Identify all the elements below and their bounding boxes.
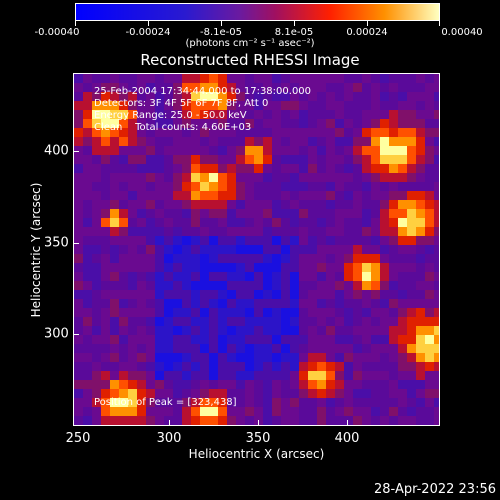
x-axis-label: Heliocentric X (arcsec) bbox=[188, 447, 325, 461]
x-tick-mark bbox=[258, 420, 259, 426]
colorbar-tick bbox=[367, 21, 368, 26]
y-tick-mark bbox=[73, 334, 79, 335]
y-tick-mark bbox=[73, 151, 79, 152]
y-axis-label: Heliocentric Y (arcsec) bbox=[29, 182, 43, 318]
peak-position: Position of Peak = [323,438] bbox=[94, 397, 237, 408]
info-total-counts: Clean Total counts: 4.60E+03 bbox=[94, 122, 252, 133]
x-tick-label: 350 bbox=[245, 431, 271, 446]
colorbar-tick bbox=[439, 21, 440, 26]
colorbar-label: -0.00024 bbox=[125, 27, 171, 38]
colorbar-unit: (photons cm⁻² s⁻¹ asec⁻²) bbox=[185, 38, 315, 49]
timestamp: 28-Apr-2022 23:56 bbox=[374, 482, 496, 497]
colorbar-label: -0.00040 bbox=[34, 27, 80, 38]
y-tick-label: 400 bbox=[44, 143, 69, 159]
colorbar-tick bbox=[75, 21, 76, 26]
image-title: Reconstructed RHESSI Image bbox=[140, 51, 360, 69]
heatmap bbox=[74, 74, 439, 425]
y-tick-label: 300 bbox=[44, 326, 69, 342]
colorbar bbox=[75, 3, 440, 21]
x-tick-label: 400 bbox=[334, 431, 360, 446]
colorbar-label: -8.1e-05 bbox=[200, 27, 242, 38]
x-tick-mark bbox=[73, 420, 74, 426]
colorbar-gradient bbox=[76, 4, 439, 20]
info-time-range: 25-Feb-2004 17:34:44.000 to 17:38:00.000 bbox=[94, 86, 312, 97]
x-tick-label: 300 bbox=[156, 431, 182, 446]
colorbar-tick bbox=[221, 21, 222, 26]
x-tick-mark bbox=[347, 420, 348, 426]
colorbar-tick bbox=[294, 21, 295, 26]
info-detectors: Detectors: 3F 4F 5F 6F 7F 8F, Att 0 bbox=[94, 98, 269, 109]
colorbar-label: 0.00024 bbox=[346, 27, 388, 38]
y-tick-label: 350 bbox=[44, 235, 69, 251]
info-energy-range: Energy Range: 25.0 - 50.0 keV bbox=[94, 110, 247, 121]
colorbar-label: 8.1e-05 bbox=[274, 27, 314, 38]
y-tick-mark bbox=[73, 243, 79, 244]
rhessi-image: 25-Feb-2004 17:34:44.000 to 17:38:00.000… bbox=[73, 73, 440, 426]
colorbar-label: 0.00040 bbox=[441, 27, 483, 38]
colorbar-tick bbox=[148, 21, 149, 26]
x-tick-label: 250 bbox=[65, 431, 91, 446]
x-tick-mark bbox=[169, 420, 170, 426]
